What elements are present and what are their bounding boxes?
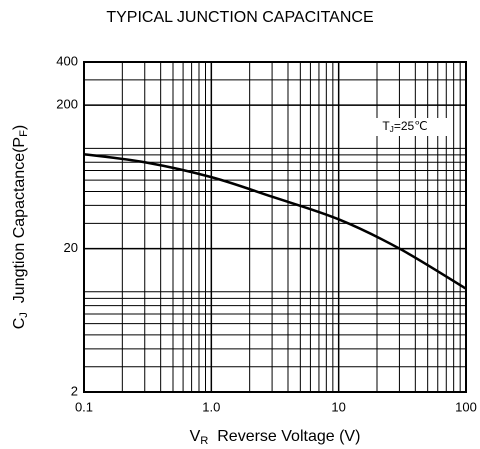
annotation-part: J [390,124,394,134]
annotation-box [362,118,448,136]
x-axis-label-part: R [200,435,208,447]
y-axis-label-part: C [11,318,28,330]
x-axis-label-part: Reverse Voltage (V) [208,428,360,445]
y-axis-label-part: Jungtion Capactance(P [11,137,28,312]
x-axis-label: VR Reverse Voltage (V) [190,428,361,447]
y-tick-label: 20 [64,240,78,255]
y-axis-label-part: J [18,312,30,318]
annotation: TJ=25℃ [382,119,427,134]
x-tick-label: 1.0 [202,399,220,414]
x-axis-label-part: V [190,428,201,445]
line [83,152,467,290]
x-tick-label: 10 [331,399,345,414]
y-tick-label: 2 [71,383,78,398]
annotation-part: =25℃ [394,119,428,133]
x-tick-label: 0.1 [75,399,93,414]
annotation-part: T [382,119,390,133]
y-axis-label: CJ Jungtion Capactance(PF) [11,125,30,330]
plot-frame [83,61,467,393]
y-tick-label: 400 [56,53,78,68]
chart-title: TYPICAL JUNCTION CAPACITANCE [106,9,373,26]
y-tick-label: 200 [56,97,78,112]
y-axis-label-part: F [18,130,30,137]
x-tick-label: 100 [455,399,477,414]
y-axis-label-part: ) [11,125,28,130]
